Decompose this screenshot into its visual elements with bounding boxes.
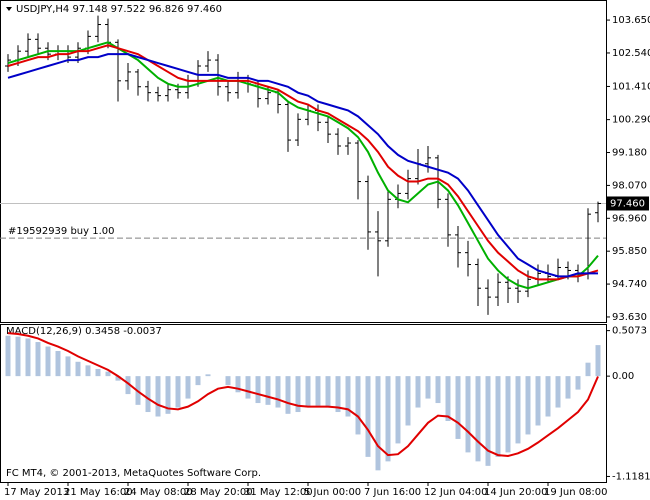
x-tick-label: 21 May 16:00 [64,487,133,498]
histogram-bar [535,376,541,426]
histogram-bar [115,376,121,381]
histogram-bar [155,376,161,417]
histogram-bar [565,376,571,399]
histogram-bar [185,376,191,399]
histogram-bar [545,376,551,417]
x-tick-label: 24 May 08:00 [124,487,193,498]
histogram-bar [585,362,591,377]
y-tick-label: 99.180 [612,148,647,159]
histogram-bar [355,376,361,435]
histogram-bar [395,376,401,444]
histogram-bar [265,376,271,405]
histogram-bar [165,376,171,414]
histogram-bar [345,376,351,417]
histogram-bar [245,376,251,399]
histogram-bar [95,368,101,377]
histogram-bar [305,376,311,408]
y-tick-label: 102.540 [612,48,650,59]
x-tick-label: 14 Jun 20:00 [484,487,548,498]
footer: FC MT4, © 2001-2013, MetaQuotes Software… [6,468,261,479]
y-tick-label: 94.740 [612,279,647,290]
x-tick-label: 5 Jun 00:00 [304,487,361,498]
histogram-bar [325,376,331,408]
x-tick-label: 28 May 20:00 [184,487,253,498]
histogram-bar [25,338,31,377]
histogram-bar [455,376,461,439]
histogram-bar [375,376,381,471]
y-tick-label: 98.070 [612,180,647,191]
histogram-bar [65,356,71,377]
histogram-bar [405,376,411,426]
chart-title: USDJPY,H4 97.148 97.522 96.826 97.460 [16,4,222,15]
histogram-bar [175,376,181,408]
histogram-bar [435,376,441,404]
histogram-bar [45,346,51,377]
histogram-bar [55,351,61,377]
histogram-bar [205,374,211,377]
panel-arrow [6,7,12,11]
histogram-bar [85,365,91,377]
y-tick-label: -1.1181 [612,471,650,482]
histogram-bar [105,371,111,377]
y-tick-label: 95.850 [612,246,647,257]
price-panel [0,0,607,323]
order-label: #19592939 buy 1.00 [8,226,115,237]
histogram-bar [525,376,531,435]
moving-average [7,53,598,278]
histogram-bar [75,361,81,377]
x-tick-label: 19 Jun 08:00 [544,487,608,498]
price-marker-label: 97.460 [610,198,645,209]
histogram-bar [465,376,471,453]
histogram-bar [485,376,491,466]
histogram-bar [255,376,261,404]
histogram-bar [335,376,341,413]
histogram-bar [555,376,561,408]
y-tick-label: 100.290 [612,115,650,126]
histogram-bar [195,376,201,386]
y-tick-label: 93.630 [612,312,647,323]
signal-line [7,332,599,457]
moving-average [7,41,599,290]
y-tick-label: 0.00 [612,371,634,382]
y-tick-label: 0.5073 [612,326,647,337]
histogram-bar [385,376,391,462]
histogram-bar [275,376,281,408]
histogram-bar [15,336,21,377]
histogram-bar [225,376,231,386]
histogram-bar [425,376,431,399]
y-tick-label: 96.960 [612,213,647,224]
histogram-bar [445,376,451,421]
histogram-bar [5,335,11,377]
histogram-bar [495,376,501,457]
histogram-bar [475,376,481,462]
x-tick-label: 7 Jun 16:00 [364,487,421,498]
histogram-bar [235,376,241,393]
x-tick-label: 31 May 12:00 [244,487,313,498]
y-tick-label: 101.410 [612,81,650,92]
histogram-bar [145,376,151,413]
price-marker-box [607,196,649,211]
histogram-bar [365,376,371,457]
moving-average [7,44,599,281]
histogram-bar [285,376,291,414]
x-tick-label: 17 May 2013 [4,487,69,498]
histogram-bar [315,376,321,406]
x-tick-label: 12 Jun 04:00 [424,487,488,498]
histogram-bar [505,376,511,453]
macd-title: MACD(12,26,9) 0.3458 -0.0037 [6,326,162,337]
histogram-bar [575,376,581,390]
histogram-bar [295,376,301,413]
y-tick-label: 103.650 [612,15,650,26]
histogram-bar [515,376,521,444]
histogram-bar [415,376,421,408]
histogram-bar [125,376,131,395]
histogram-bar [35,342,41,377]
histogram-bar [595,345,601,377]
